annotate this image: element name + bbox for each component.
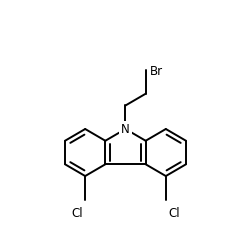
Text: N: N — [121, 123, 129, 136]
Text: Cl: Cl — [71, 206, 83, 219]
Text: Br: Br — [149, 64, 162, 77]
Text: Cl: Cl — [167, 206, 179, 219]
